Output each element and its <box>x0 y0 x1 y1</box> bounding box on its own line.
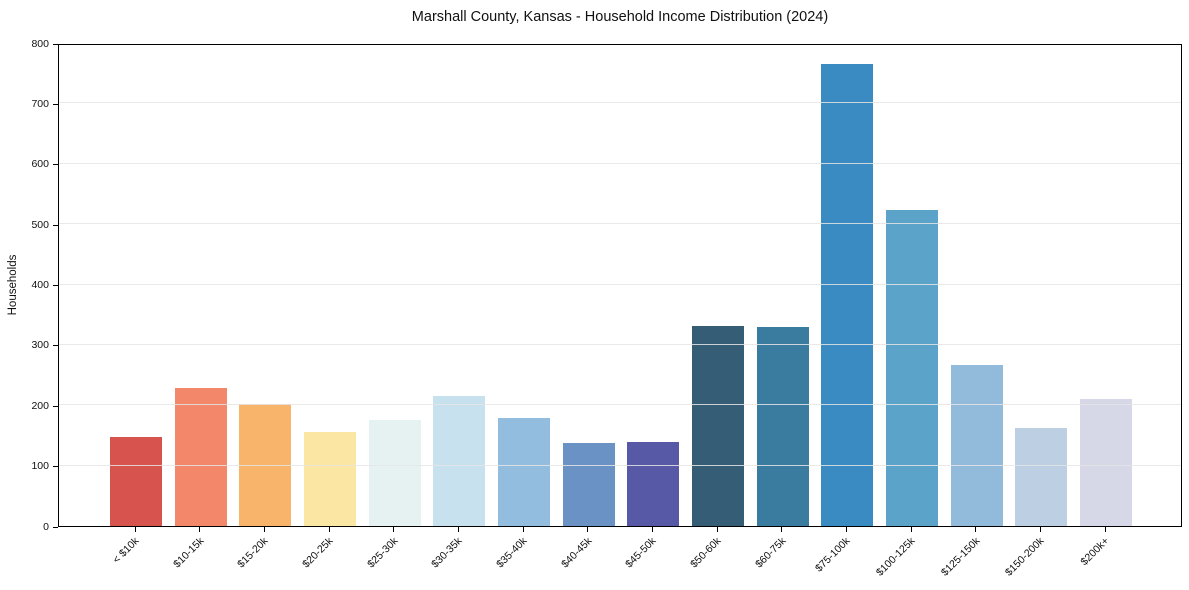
gridline-200 <box>59 404 1181 406</box>
bar-$75-100k <box>821 64 874 526</box>
gridline-100 <box>59 464 1181 466</box>
chart-title: Marshall County, Kansas - Household Inco… <box>411 9 829 25</box>
y-tick-mark-300 <box>53 345 58 347</box>
bar-< $10k <box>110 437 162 526</box>
y-tick-mark-500 <box>53 224 58 226</box>
bar-$200k+ <box>1080 399 1132 526</box>
gridline-300 <box>59 343 1181 345</box>
y-tick-mark-100 <box>53 466 58 468</box>
x-tick-mark-$40-45k <box>587 527 589 532</box>
bar-$35-40k <box>498 418 550 526</box>
y-tick-mark-800 <box>53 43 58 45</box>
y-tick-mark-700 <box>53 103 58 105</box>
x-tick-mark-$30-35k <box>457 527 459 532</box>
bar-$60-75k <box>756 327 809 526</box>
bar-$125-150k <box>950 365 1003 526</box>
bar-$100-125k <box>886 210 938 526</box>
x-tick-mark-$125-150k <box>975 527 977 532</box>
x-tick-mark-$10-15k <box>199 527 201 532</box>
bar-$25-30k <box>368 420 421 526</box>
bar-$40-45k <box>562 443 615 526</box>
bar-$20-25k <box>304 432 356 526</box>
x-tick-mark-$75-100k <box>845 527 847 532</box>
bar-$150-200k <box>1015 428 1068 526</box>
y-tick-label-600: 600 <box>31 158 49 171</box>
x-tick-mark-$200k+ <box>1104 527 1106 532</box>
gridline-400 <box>59 283 1181 285</box>
y-tick-label-400: 400 <box>31 279 49 291</box>
y-tick-label-500: 500 <box>31 218 49 231</box>
x-tick-mark-$100-125k <box>910 527 912 532</box>
x-tick-label-< $10k: < $10k <box>110 535 142 566</box>
y-tick-label-800: 800 <box>31 37 49 50</box>
x-tick-mark-$15-20k <box>263 527 265 532</box>
y-tick-mark-600 <box>53 164 58 166</box>
plot-area <box>58 44 1182 527</box>
y-tick-mark-0 <box>53 526 58 528</box>
x-tick-mark-$50-60k <box>716 527 718 532</box>
y-tick-mark-200 <box>53 405 58 407</box>
gridline-600 <box>59 162 1181 164</box>
x-tick-mark-$35-40k <box>522 527 524 532</box>
bar-$30-35k <box>433 396 486 526</box>
x-tick-mark-$45-50k <box>651 527 653 532</box>
bar-$10-15k <box>174 388 227 526</box>
x-tick-mark-$150-200k <box>1039 527 1041 532</box>
y-tick-label-100: 100 <box>31 460 49 473</box>
x-tick-mark-$20-25k <box>328 527 330 532</box>
y-tick-label-0: 0 <box>43 520 49 533</box>
x-tick-mark-$25-30k <box>393 527 395 532</box>
y-tick-label-300: 300 <box>31 339 49 352</box>
gridline-700 <box>59 102 1181 104</box>
gridline-500 <box>59 223 1181 225</box>
bar-$45-50k <box>627 442 680 526</box>
y-tick-label-700: 700 <box>31 97 49 110</box>
y-tick-mark-400 <box>53 285 58 286</box>
bar-$50-60k <box>692 326 744 526</box>
x-tick-mark-< $10k <box>134 527 136 532</box>
x-tick-mark-$60-75k <box>781 527 783 532</box>
y-tick-label-200: 200 <box>31 399 49 412</box>
